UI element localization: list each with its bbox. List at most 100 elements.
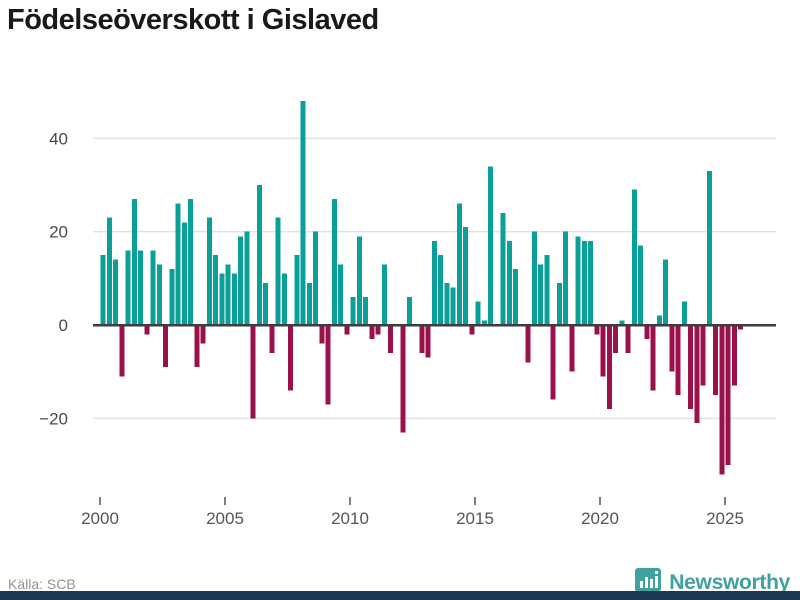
bar bbox=[575, 236, 581, 325]
bar bbox=[706, 171, 712, 325]
x-axis-label: 2000 bbox=[81, 509, 119, 528]
bar bbox=[406, 297, 412, 325]
bar bbox=[231, 273, 237, 325]
bar bbox=[588, 241, 594, 325]
bar bbox=[294, 255, 300, 325]
bar bbox=[450, 287, 456, 325]
bar bbox=[513, 269, 519, 325]
bar bbox=[275, 217, 281, 325]
bar bbox=[688, 325, 694, 409]
x-axis-label: 2015 bbox=[456, 509, 494, 528]
bar bbox=[638, 245, 644, 325]
bar bbox=[663, 259, 669, 325]
bar bbox=[206, 217, 212, 325]
bar bbox=[656, 315, 662, 325]
bar bbox=[713, 325, 719, 395]
bar bbox=[594, 325, 600, 335]
bar bbox=[681, 301, 687, 325]
footer-accent-bar bbox=[0, 591, 800, 600]
bar bbox=[100, 255, 106, 325]
bar bbox=[463, 227, 469, 325]
bar bbox=[675, 325, 681, 395]
bar bbox=[725, 325, 731, 465]
newsworthy-logo-icon bbox=[635, 568, 662, 598]
bar bbox=[581, 241, 587, 325]
bar bbox=[619, 320, 625, 325]
bar bbox=[281, 273, 287, 325]
y-axis-label: 40 bbox=[49, 129, 68, 148]
bar bbox=[175, 203, 181, 325]
y-axis-label: 20 bbox=[49, 223, 68, 242]
y-axis-label: −20 bbox=[39, 409, 68, 428]
bar bbox=[425, 325, 431, 358]
bar bbox=[694, 325, 700, 423]
bar bbox=[288, 325, 294, 391]
x-axis-label: 2025 bbox=[706, 509, 744, 528]
bar bbox=[263, 283, 269, 325]
bar bbox=[113, 259, 119, 325]
bar bbox=[369, 325, 375, 339]
bar bbox=[269, 325, 275, 353]
bar bbox=[400, 325, 406, 433]
birth-surplus-bar-chart: 40 20 0 −20 2000 2005 2010 2015 2020 2025 bbox=[39, 101, 776, 528]
chart-container: 40 20 0 −20 2000 2005 2010 2015 2020 2025 bbox=[39, 101, 776, 528]
bar bbox=[313, 231, 319, 325]
newsworthy-brand: Newsworthy bbox=[634, 567, 790, 598]
bar bbox=[325, 325, 331, 405]
bar bbox=[525, 325, 531, 363]
bar bbox=[419, 325, 425, 353]
bar bbox=[606, 325, 612, 409]
bar bbox=[163, 325, 169, 367]
source-label: Källa: SCB bbox=[8, 576, 76, 592]
bar bbox=[550, 325, 556, 400]
bar bbox=[144, 325, 150, 335]
bar bbox=[600, 325, 606, 377]
bar bbox=[363, 297, 369, 325]
bar bbox=[131, 199, 137, 325]
bar bbox=[700, 325, 706, 386]
bar bbox=[256, 185, 262, 325]
bar bbox=[250, 325, 256, 419]
bar bbox=[613, 325, 619, 353]
bar bbox=[444, 283, 450, 325]
bar bbox=[719, 325, 725, 475]
bar bbox=[738, 325, 744, 330]
bar bbox=[531, 231, 537, 325]
bar bbox=[306, 283, 312, 325]
bar bbox=[169, 269, 175, 325]
bar bbox=[644, 325, 650, 339]
bar bbox=[200, 325, 206, 344]
page-title: Födelseöverskott i Gislaved bbox=[7, 4, 379, 36]
bar bbox=[556, 283, 562, 325]
bar bbox=[138, 250, 144, 325]
bar bbox=[500, 213, 506, 325]
bar bbox=[213, 255, 219, 325]
bar bbox=[219, 273, 225, 325]
bar bbox=[506, 241, 512, 325]
bar bbox=[431, 241, 437, 325]
bar bbox=[456, 203, 462, 325]
bar bbox=[150, 250, 156, 325]
bar bbox=[381, 264, 387, 325]
bar bbox=[319, 325, 325, 344]
bar bbox=[625, 325, 631, 353]
x-axis-label: 2020 bbox=[581, 509, 619, 528]
newsworthy-wordmark: Newsworthy bbox=[669, 570, 790, 594]
bar bbox=[181, 222, 187, 325]
x-axis-label: 2010 bbox=[331, 509, 369, 528]
bar bbox=[331, 199, 337, 325]
bar bbox=[344, 325, 350, 335]
bar bbox=[238, 236, 244, 325]
bar bbox=[669, 325, 675, 372]
bar bbox=[225, 264, 231, 325]
bar bbox=[119, 325, 125, 377]
bar bbox=[563, 231, 569, 325]
bar bbox=[538, 264, 544, 325]
bar bbox=[300, 101, 306, 325]
bar bbox=[188, 199, 194, 325]
bar bbox=[125, 250, 131, 325]
bar bbox=[569, 325, 575, 372]
bar bbox=[356, 236, 362, 325]
bar bbox=[731, 325, 737, 386]
bar bbox=[631, 189, 637, 325]
